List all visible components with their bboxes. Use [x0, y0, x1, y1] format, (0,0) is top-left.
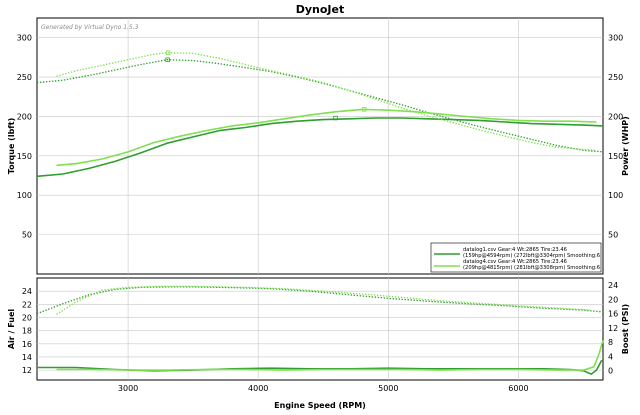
air-fuel-tick-label: 22: [22, 300, 32, 309]
boost-tick-label: 24: [608, 281, 618, 290]
top-plot-frame: [36, 17, 604, 275]
air-fuel-tick-label: 12: [22, 366, 32, 375]
datalog1-power-line: [36, 117, 604, 178]
datalog1-torque-line: [36, 59, 604, 153]
legend-entry-datalog1-line1: datalog1.csv Gear:4 Wt:2865 Tire:23.46: [463, 247, 567, 253]
torque-tick-label: 200: [17, 112, 32, 121]
chart-title: DynoJet: [296, 3, 345, 16]
y-axis-label-power: Power (WHP): [621, 116, 630, 176]
air-fuel-tick-label: 16: [22, 340, 32, 349]
torque-tick-label: 50: [22, 231, 32, 240]
x-tick-label: 6000: [508, 384, 528, 393]
air-fuel-tick-label: 14: [22, 353, 32, 362]
boost-tick-label: 12: [608, 324, 618, 333]
y-axis-label-torque: Torque (lbft): [7, 118, 16, 175]
datalog4-boost-line: [56, 285, 591, 315]
axis-tick-labels: 3000 4000 5000 6000501001502002503005010015…: [17, 34, 624, 393]
air-fuel-tick-label: 20: [22, 313, 32, 322]
legend-entry-datalog4-line2: (209hp@4815rpm) (281lbft@3308rpm) Smooth…: [463, 265, 600, 271]
datalog4-air-fuel-line: [56, 340, 604, 371]
x-axis-label: Engine Speed (RPM): [274, 401, 366, 410]
peak-markers: [165, 50, 367, 121]
series-lines: [36, 52, 604, 375]
peak-marker: [333, 115, 338, 121]
peak-marker: [165, 50, 171, 55]
x-tick-label: 5000: [378, 384, 398, 393]
peak-marker: [165, 57, 170, 62]
power-tick-label: 250: [608, 73, 623, 82]
torque-tick-label: 250: [17, 73, 32, 82]
air-fuel-tick-label: 24: [22, 287, 32, 296]
boost-tick-label: 20: [608, 295, 618, 304]
power-tick-label: 150: [608, 152, 623, 161]
peak-marker: [362, 107, 367, 112]
bottom-plot-frame: [36, 277, 604, 381]
legend-box: [430, 242, 602, 273]
watermark-text: Generated by Virtual Dyno 1.5.3: [41, 24, 139, 31]
datalog4-power-line: [56, 108, 597, 167]
torque-tick-label: 100: [17, 191, 32, 200]
boost-tick-label: 8: [608, 338, 613, 347]
torque-tick-label: 300: [17, 34, 32, 43]
y-axis-label-air-fuel: Air / Fuel: [7, 309, 16, 350]
y-axis-label-boost: Boost (PSI): [621, 304, 630, 354]
torque-tick-label: 150: [17, 152, 32, 161]
legend: datalog1.csv Gear:4 Wt:2865 Tire:23.46 (…: [430, 242, 602, 273]
boost-tick-label: 0: [608, 367, 613, 376]
legend-entry-datalog1-line2: (159hp@4594rpm) (272lbft@3304rpm) Smooth…: [463, 253, 600, 259]
datalog4-torque-line: [56, 52, 597, 151]
power-tick-label: 300: [608, 34, 623, 43]
power-tick-label: 200: [608, 112, 623, 121]
power-tick-label: 100: [608, 191, 623, 200]
x-tick-label: 3000: [118, 384, 138, 393]
air-fuel-tick-label: 18: [22, 327, 32, 336]
legend-entry-datalog4-line1: datalog4.csv Gear:4 Wt:2865 Tire:23.46: [463, 259, 567, 265]
x-tick-label: 4000: [248, 384, 268, 393]
boost-tick-label: 4: [608, 352, 613, 361]
boost-tick-label: 16: [608, 310, 618, 319]
power-tick-label: 50: [608, 231, 618, 240]
